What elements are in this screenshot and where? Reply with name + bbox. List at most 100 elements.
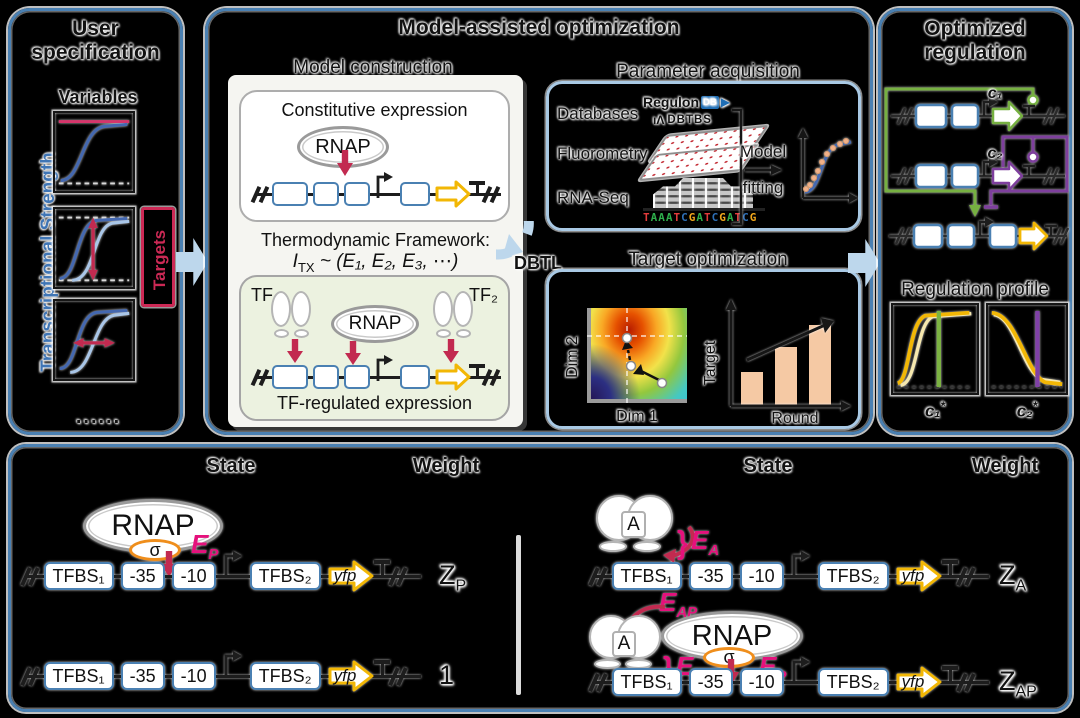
weight-one: 1: [439, 660, 455, 690]
dna-construct: TFBS₁ -35 -10 TFBS₂ yfp: [20, 651, 423, 693]
ea-energy-label: EA: [691, 525, 720, 560]
state-header-left: State: [206, 455, 256, 477]
activator-label-box: A: [612, 631, 636, 657]
binding-arrow-icon: [443, 339, 459, 363]
dna-sequence: TAAATCGATCGATCG: [643, 211, 758, 224]
rnap-ellipse: RNAP: [83, 499, 223, 553]
framework-title: Thermodynamic Framework:: [260, 230, 491, 250]
minus35-box: -35: [120, 662, 165, 690]
tfbs1-box: TFBS₁: [43, 662, 114, 690]
terminator-icon: [942, 560, 957, 575]
round-bar: [741, 371, 763, 406]
sigma-factor-icon: σ: [703, 647, 755, 668]
yfp-gene-arrow: yfp: [328, 560, 374, 592]
minus10-box: -10: [171, 562, 216, 590]
weight-header-left: Weight: [412, 455, 480, 477]
tfbs1-box: TFBS₁: [611, 562, 682, 590]
yfp-gene-arrow: yfp: [896, 666, 942, 698]
ea-brace: }: [677, 524, 688, 561]
profile1-xlabel: c₁*: [924, 399, 946, 421]
operator-box: [343, 182, 370, 206]
activator-protein-icon: A: [589, 491, 709, 557]
minus10-box: -10: [739, 668, 784, 696]
promoter-icon: [791, 551, 811, 577]
regulondb-chip: DB: [701, 95, 719, 109]
tfbs2-box: TFBS₂: [249, 562, 321, 590]
grouping-bracket-icon: [732, 108, 743, 226]
minus10-box: -10: [739, 562, 784, 590]
round-axes: [726, 299, 851, 411]
operator-box: [271, 365, 308, 389]
middle-title: Model-assisted optimization: [398, 16, 680, 39]
round-bars: [735, 316, 841, 406]
dna-break-icon: [956, 672, 976, 692]
optimized-title: Optimized regulation: [924, 17, 1026, 64]
minus35-box: -35: [688, 562, 733, 590]
minus35-box: -35: [688, 668, 733, 696]
terminator-icon: [942, 666, 957, 681]
dna-break-icon: [588, 566, 608, 586]
tfbs2-box: TFBS₂: [249, 662, 321, 690]
tf2-protein-icon: [433, 291, 475, 341]
heatmap-overlay: [587, 308, 687, 403]
binding-arrow-icon: [345, 341, 361, 365]
panel-user-specification: User specification Variables Transcripti…: [8, 8, 183, 435]
variable-plot-2: [53, 207, 135, 289]
gene-arrow-icon: [435, 180, 471, 208]
ep-energy-label: EP: [191, 529, 219, 564]
profile-plot-c2: [986, 303, 1068, 395]
variable-plot-1: [53, 111, 135, 193]
ellipsis-label: ......: [75, 406, 122, 428]
state-activator-rnap-bound: EAP A RNAP σ } EA: [11, 587, 1071, 715]
tf2-label: TF₂: [469, 285, 498, 305]
minus35-box: -35: [120, 562, 165, 590]
dna-construct: TFBS₁ -35 -10 TFBS₂ yfp: [588, 657, 991, 699]
target-optimization-label: Target optimization: [628, 249, 788, 270]
operator-box: [271, 182, 308, 206]
round-bar: [809, 325, 831, 406]
tfbs2-box: TFBS₂: [817, 668, 889, 696]
target-axis-label: Target: [702, 340, 719, 386]
round-bar: [775, 346, 797, 406]
dna-break-icon: [20, 566, 40, 586]
regulation-profile-label: Regulation profile: [901, 279, 1049, 300]
optimization-heatmap: [587, 308, 687, 403]
regulondb-logo: Regulon DB ▶: [643, 94, 730, 110]
promoter-icon: [375, 355, 395, 381]
c2-gene-label: c₂: [987, 145, 1003, 162]
dbtl-label: DBTL: [514, 253, 562, 273]
operator-box: [312, 182, 339, 206]
targets-tag: Targets: [141, 207, 175, 307]
minus10-box: -10: [171, 662, 216, 690]
tf1-protein-icon: [271, 291, 313, 341]
activator-protein-icon: A: [583, 611, 693, 675]
round-axis-label: Round: [771, 410, 819, 427]
tf-regulated-dna: [250, 355, 503, 391]
constitutive-title: Constitutive expression: [281, 100, 468, 120]
promoter-icon: [375, 172, 395, 198]
gene-arrow-icon: [435, 363, 471, 391]
dbtbs-glyph-icon: ıΛ: [653, 113, 665, 127]
tf-rnap-ellipse: RNAP: [331, 305, 419, 343]
target-optimization-box: Dim 2 Dim 1 Target Round: [546, 269, 861, 429]
promoter-icon: [223, 651, 243, 677]
model-fitting-line1: Model: [739, 142, 787, 161]
column-divider: [516, 535, 521, 695]
dna-break-icon: [481, 368, 500, 386]
terminator-icon: [374, 560, 389, 575]
constitutive-expression-box: Constitutive expression RNAP: [239, 90, 510, 222]
profile2-xlabel: c₂*: [1016, 399, 1038, 421]
tfbs1-box: TFBS₁: [43, 562, 114, 590]
regulondb-arrow-icon: ▶: [720, 95, 730, 109]
tf-caption: TF-regulated expression: [276, 393, 473, 413]
dna-break-icon: [250, 185, 269, 203]
databases-label: Databases: [557, 104, 639, 123]
dim1-axis-label: Dim 1: [616, 408, 658, 425]
operator-box: [399, 365, 430, 389]
dbtbs-logo: ıΛ DBTBS: [653, 113, 712, 127]
fit-plot: [798, 128, 858, 203]
weight-header-right: Weight: [971, 455, 1039, 477]
framework-formula: ITX ~ (E₁, E₂, E₃, ⋯): [292, 251, 459, 275]
model-construction-card: Constitutive expression RNAP: [228, 75, 523, 427]
parameter-acquisition-box: Databases Fluorometry RNA-Seq Regulon DB…: [546, 81, 861, 231]
